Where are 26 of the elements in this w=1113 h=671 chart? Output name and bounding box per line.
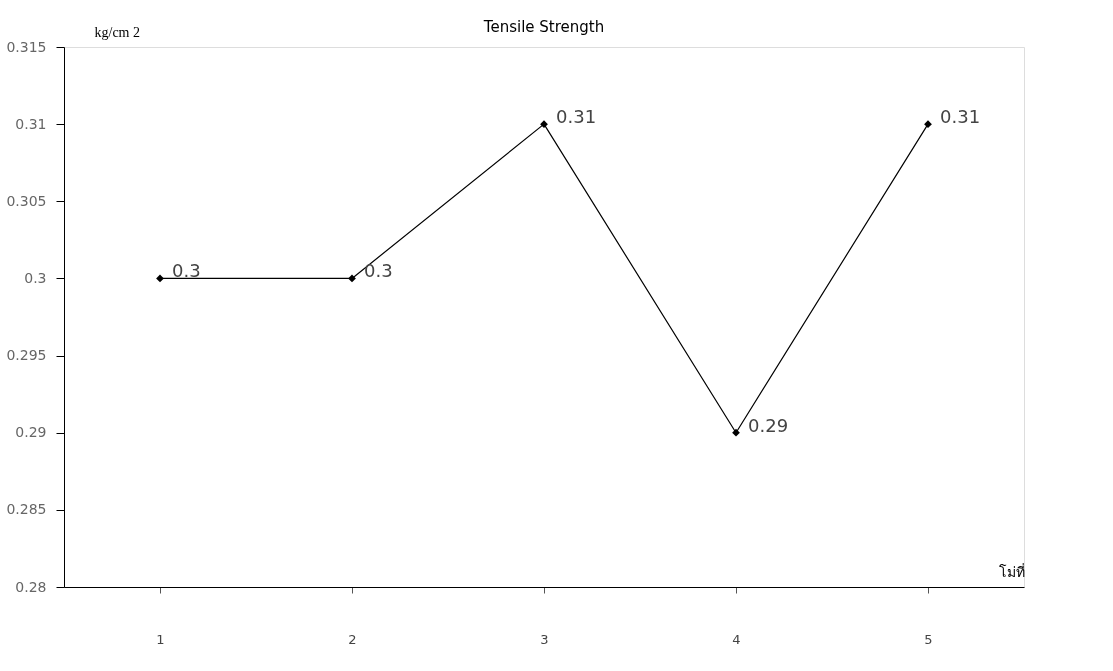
y-tick-label: 0.31	[15, 115, 47, 132]
point	[156, 274, 164, 283]
x-tick-label: 1	[156, 631, 165, 647]
y-tick-label: 0.315	[6, 38, 47, 55]
x-tick-label: 4	[732, 631, 741, 647]
data-label: 0.31	[940, 106, 981, 128]
data-label: 0.3	[172, 260, 201, 282]
y-tick-label: 0.305	[6, 192, 47, 209]
y-tick-label: 0.285	[6, 501, 47, 518]
data-label: 0.31	[556, 106, 597, 128]
x-tick-label: 5	[924, 631, 933, 647]
y-tick-label: 0.3	[24, 269, 47, 286]
data-label: 0.3	[364, 260, 393, 282]
point	[540, 120, 548, 129]
x-tick-label: 3	[540, 631, 549, 647]
chart-title: Tensile Strength	[482, 18, 605, 36]
y-tick-label: 0.295	[6, 347, 47, 364]
point	[924, 120, 932, 129]
y-tick-label: 0.29	[15, 424, 47, 441]
y-axis-title: kg/cm 2	[94, 24, 140, 40]
point	[732, 428, 740, 437]
point	[348, 274, 356, 283]
y-tick-label: 0.28	[15, 578, 47, 595]
data-label: 0.29	[748, 414, 789, 436]
x-tick-label: 2	[348, 631, 357, 647]
x-axis-title: โม่ที่	[998, 562, 1025, 580]
